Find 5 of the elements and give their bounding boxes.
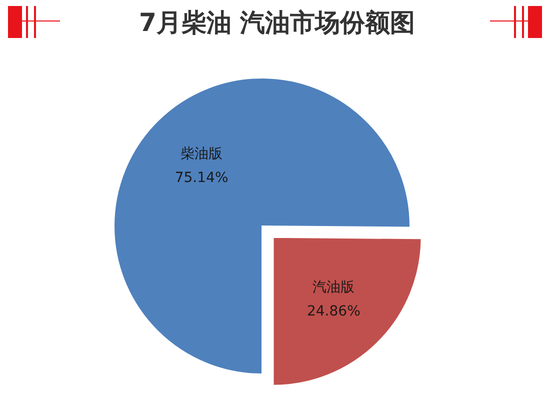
- data-label: 75.14%: [174, 170, 228, 186]
- data-label: 24.86%: [307, 303, 360, 320]
- slice-label: 柴油版: [180, 146, 223, 162]
- chart-title: 7月柴油 汽油市场份额图: [138, 8, 416, 37]
- slice-label: 汽油版: [312, 279, 355, 296]
